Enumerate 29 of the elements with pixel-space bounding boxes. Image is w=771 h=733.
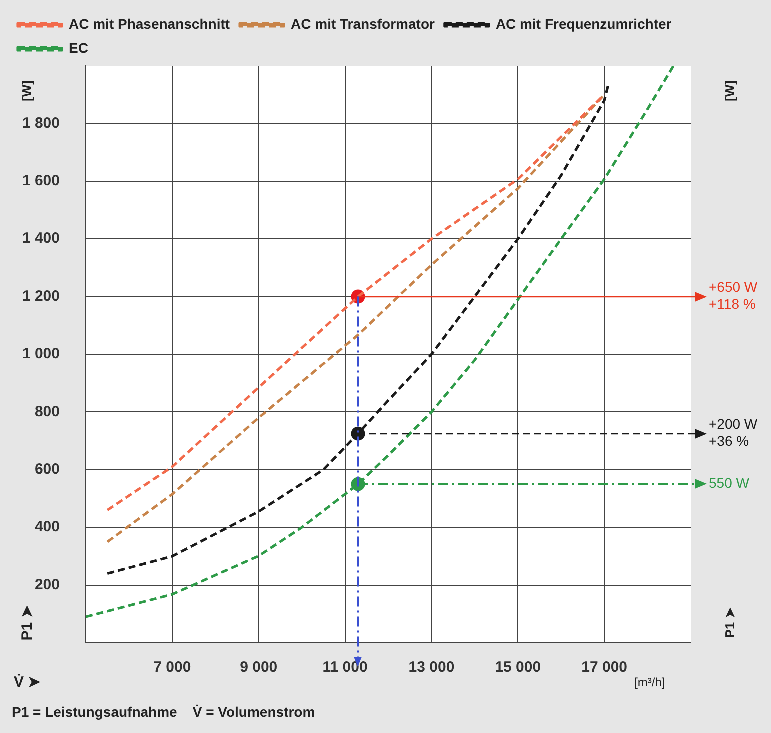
y-tick-label: 800: [34, 403, 60, 420]
y-tick-label: 600: [34, 461, 60, 478]
ref-line-label: 550 W: [709, 475, 750, 492]
ref-line-label: +650 W +118 %: [709, 279, 758, 312]
y-tick-label: 1 600: [22, 172, 60, 190]
text: [W]: [20, 80, 35, 102]
y-tick-label: 1 400: [22, 230, 60, 248]
y-tick-label: 1 000: [22, 346, 60, 363]
x-tick-label: 17 000: [582, 659, 628, 676]
legend-label: EC: [69, 40, 88, 56]
text: P1 = Leistungsaufnahme V̇ = Volumenstrom: [12, 704, 316, 720]
x-tick-label: 13 000: [408, 659, 455, 676]
y-axis-title: P1 ➤: [19, 605, 36, 641]
text: [m³/h]: [634, 675, 666, 690]
text: [W]: [722, 80, 738, 102]
legend-label: AC mit Frequenzumrichter: [496, 16, 672, 32]
y-tick-label: 400: [34, 518, 60, 536]
x-tick-label: 15 000: [495, 659, 542, 676]
x-tick-label: 7 000: [154, 659, 192, 676]
x-tick-label: 11 000: [322, 659, 368, 676]
y-tick-label: 200: [34, 576, 60, 594]
y-tick-label: 1 200: [22, 288, 60, 305]
ref-line-label: +200 W +36 %: [709, 416, 758, 450]
y-tick-label: 1 800: [22, 114, 60, 132]
legend-label: AC mit Phasenanschnitt: [69, 16, 230, 32]
text: P1 ➤: [722, 608, 738, 638]
x-axis-title: V̇ ➤: [14, 674, 42, 692]
x-tick-label: 9 000: [240, 659, 278, 676]
legend-label: AC mit Transformator: [291, 16, 436, 32]
